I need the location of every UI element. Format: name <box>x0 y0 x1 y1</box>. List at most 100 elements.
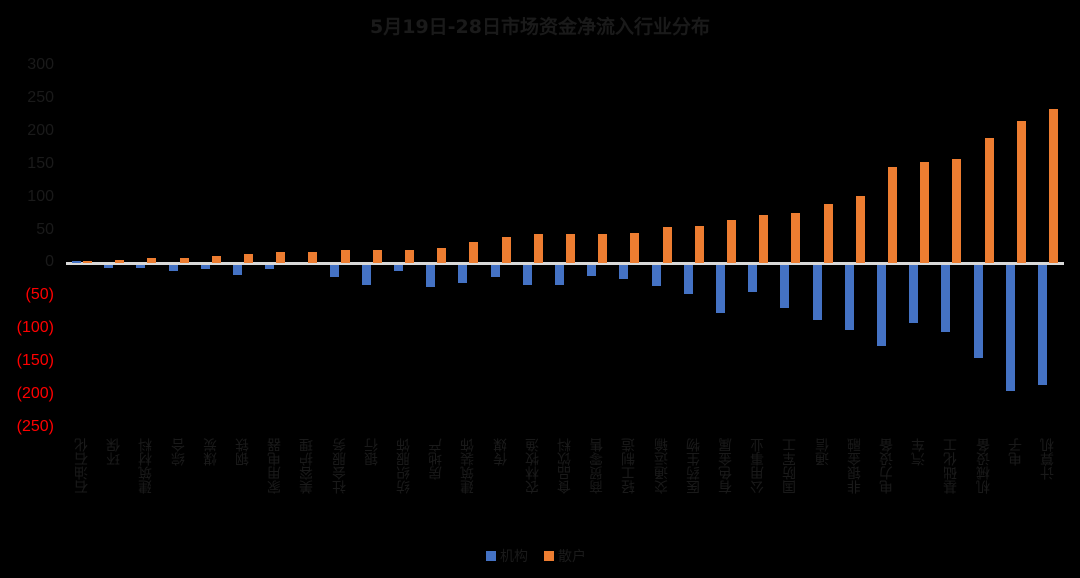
x-tick-label: 商贸零售 <box>589 438 606 494</box>
bar-institution <box>233 265 243 276</box>
legend-swatch-blue <box>486 551 496 561</box>
y-tick-label: 100 <box>27 187 54 205</box>
legend-label: 机构 <box>500 549 528 565</box>
y-tick-label: (250) <box>16 418 54 435</box>
bar-institution <box>619 265 629 279</box>
bar-retail <box>694 225 704 264</box>
legend-item-retail[interactable]: 散户 <box>544 546 586 566</box>
x-tick-label: 纺织服饰 <box>396 438 413 494</box>
bar-institution <box>490 265 500 277</box>
x-tick-label: 煤炭 <box>202 438 219 466</box>
x-tick-label: 轻工制造 <box>621 438 638 494</box>
bar-institution <box>72 261 82 264</box>
bar-institution <box>812 265 822 321</box>
plot-area <box>66 66 1064 428</box>
bar-retail <box>437 247 447 264</box>
bar-retail <box>630 233 640 264</box>
bar-institution <box>909 265 919 323</box>
bar-institution <box>426 265 436 287</box>
bar-institution <box>876 265 886 346</box>
x-tick-label: 房地产 <box>428 438 445 480</box>
bar-institution <box>361 265 371 286</box>
x-tick-label: 交通运输 <box>653 438 670 494</box>
bar-retail <box>340 249 350 264</box>
bar-institution <box>1005 265 1015 391</box>
bar-institution <box>651 265 661 286</box>
bar-institution <box>748 265 758 293</box>
bar-institution <box>458 265 468 284</box>
bar-retail <box>276 252 286 264</box>
bar-institution <box>683 265 693 295</box>
bar-retail <box>984 137 994 264</box>
bar-retail <box>823 204 833 264</box>
legend-item-institution[interactable]: 机构 <box>486 546 528 566</box>
x-tick-label: 电力设备 <box>878 438 895 494</box>
bar-institution <box>715 265 725 313</box>
y-tick-label: 300 <box>27 56 54 73</box>
bar-institution <box>522 265 532 286</box>
x-tick-label: 家用电器 <box>267 438 284 494</box>
x-tick-label: 钢铁 <box>235 438 252 466</box>
x-tick-label: 电子 <box>1007 438 1024 466</box>
bar-retail <box>244 253 254 264</box>
bar-institution <box>329 265 339 278</box>
x-tick-label: 银行 <box>363 438 380 466</box>
x-tick-label: 建筑材料 <box>138 438 155 494</box>
y-tick-label: (200) <box>16 385 54 403</box>
x-tick-label: 建筑装饰 <box>460 438 477 494</box>
bar-retail <box>920 162 930 264</box>
y-tick-label: 50 <box>36 220 54 238</box>
zero-baseline <box>66 262 1064 266</box>
bar-retail <box>952 159 962 264</box>
y-tick-label: (150) <box>16 352 54 370</box>
legend-swatch-orange <box>544 551 554 561</box>
bar-retail <box>469 242 479 264</box>
x-tick-label: 农林牧渔 <box>524 438 541 494</box>
y-tick-label: 250 <box>27 88 54 106</box>
x-tick-label: 食品饮料 <box>557 438 573 494</box>
bar-institution <box>844 265 854 330</box>
bar-retail <box>1016 120 1026 264</box>
x-tick-label: 非银金融 <box>846 438 863 494</box>
y-tick-label: (50) <box>25 286 54 304</box>
bar-retail <box>791 213 801 264</box>
bar-retail <box>501 237 511 264</box>
x-tick-label: 美容护理 <box>299 438 316 494</box>
y-tick-label: 150 <box>27 154 54 172</box>
x-tick-label: 石油石化 <box>74 438 91 494</box>
x-tick-label: 医药生物 <box>685 438 702 494</box>
bar-institution <box>1037 265 1047 386</box>
x-tick-label: 基础化工 <box>943 438 960 494</box>
legend: 机构 散户 <box>0 546 1080 566</box>
bar-institution <box>168 265 178 271</box>
x-tick-label: 汽车 <box>911 438 928 466</box>
legend-label: 散户 <box>558 549 586 565</box>
x-tick-label: 综合 <box>170 438 187 466</box>
bar-retail <box>759 215 769 264</box>
bar-retail <box>308 252 318 264</box>
x-tick-label: 通信 <box>814 438 831 466</box>
bar-retail <box>115 259 125 264</box>
bar-institution <box>780 265 790 309</box>
bar-retail <box>405 250 415 264</box>
bar-retail <box>211 256 221 264</box>
y-tick-label: 0 <box>45 253 54 271</box>
bar-retail <box>179 257 189 264</box>
bar-institution <box>587 265 597 276</box>
bar-retail <box>1048 108 1058 264</box>
bar-retail <box>372 250 382 264</box>
x-tick-label: 社会服务 <box>331 438 348 494</box>
x-tick-label: 有色金属 <box>717 438 734 494</box>
bar-retail <box>726 220 736 264</box>
bar-institution <box>200 265 210 270</box>
bar-institution <box>394 265 404 271</box>
chart-title: 5月19日-28日市场资金净流入行业分布 <box>370 16 710 38</box>
bar-retail <box>598 233 608 264</box>
bar-retail <box>887 166 897 264</box>
y-tick-label: 200 <box>27 121 54 139</box>
x-tick-label: 计算机 <box>1039 438 1056 480</box>
bar-retail <box>533 234 543 264</box>
bar-institution <box>941 265 951 332</box>
bar-retail <box>147 258 157 264</box>
x-tick-label: 传媒 <box>492 438 509 466</box>
